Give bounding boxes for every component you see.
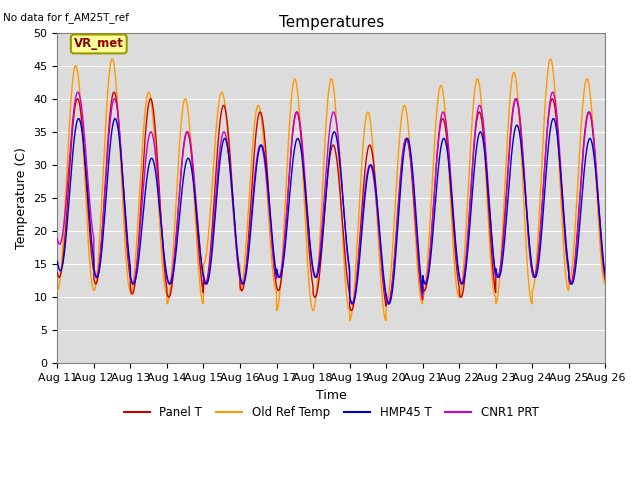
- Text: No data for f_AM25T_ref: No data for f_AM25T_ref: [3, 12, 129, 23]
- Y-axis label: Temperature (C): Temperature (C): [15, 147, 28, 249]
- Text: VR_met: VR_met: [74, 37, 124, 50]
- Legend: Panel T, Old Ref Temp, HMP45 T, CNR1 PRT: Panel T, Old Ref Temp, HMP45 T, CNR1 PRT: [119, 401, 543, 424]
- Title: Temperatures: Temperatures: [278, 15, 384, 30]
- X-axis label: Time: Time: [316, 389, 347, 402]
